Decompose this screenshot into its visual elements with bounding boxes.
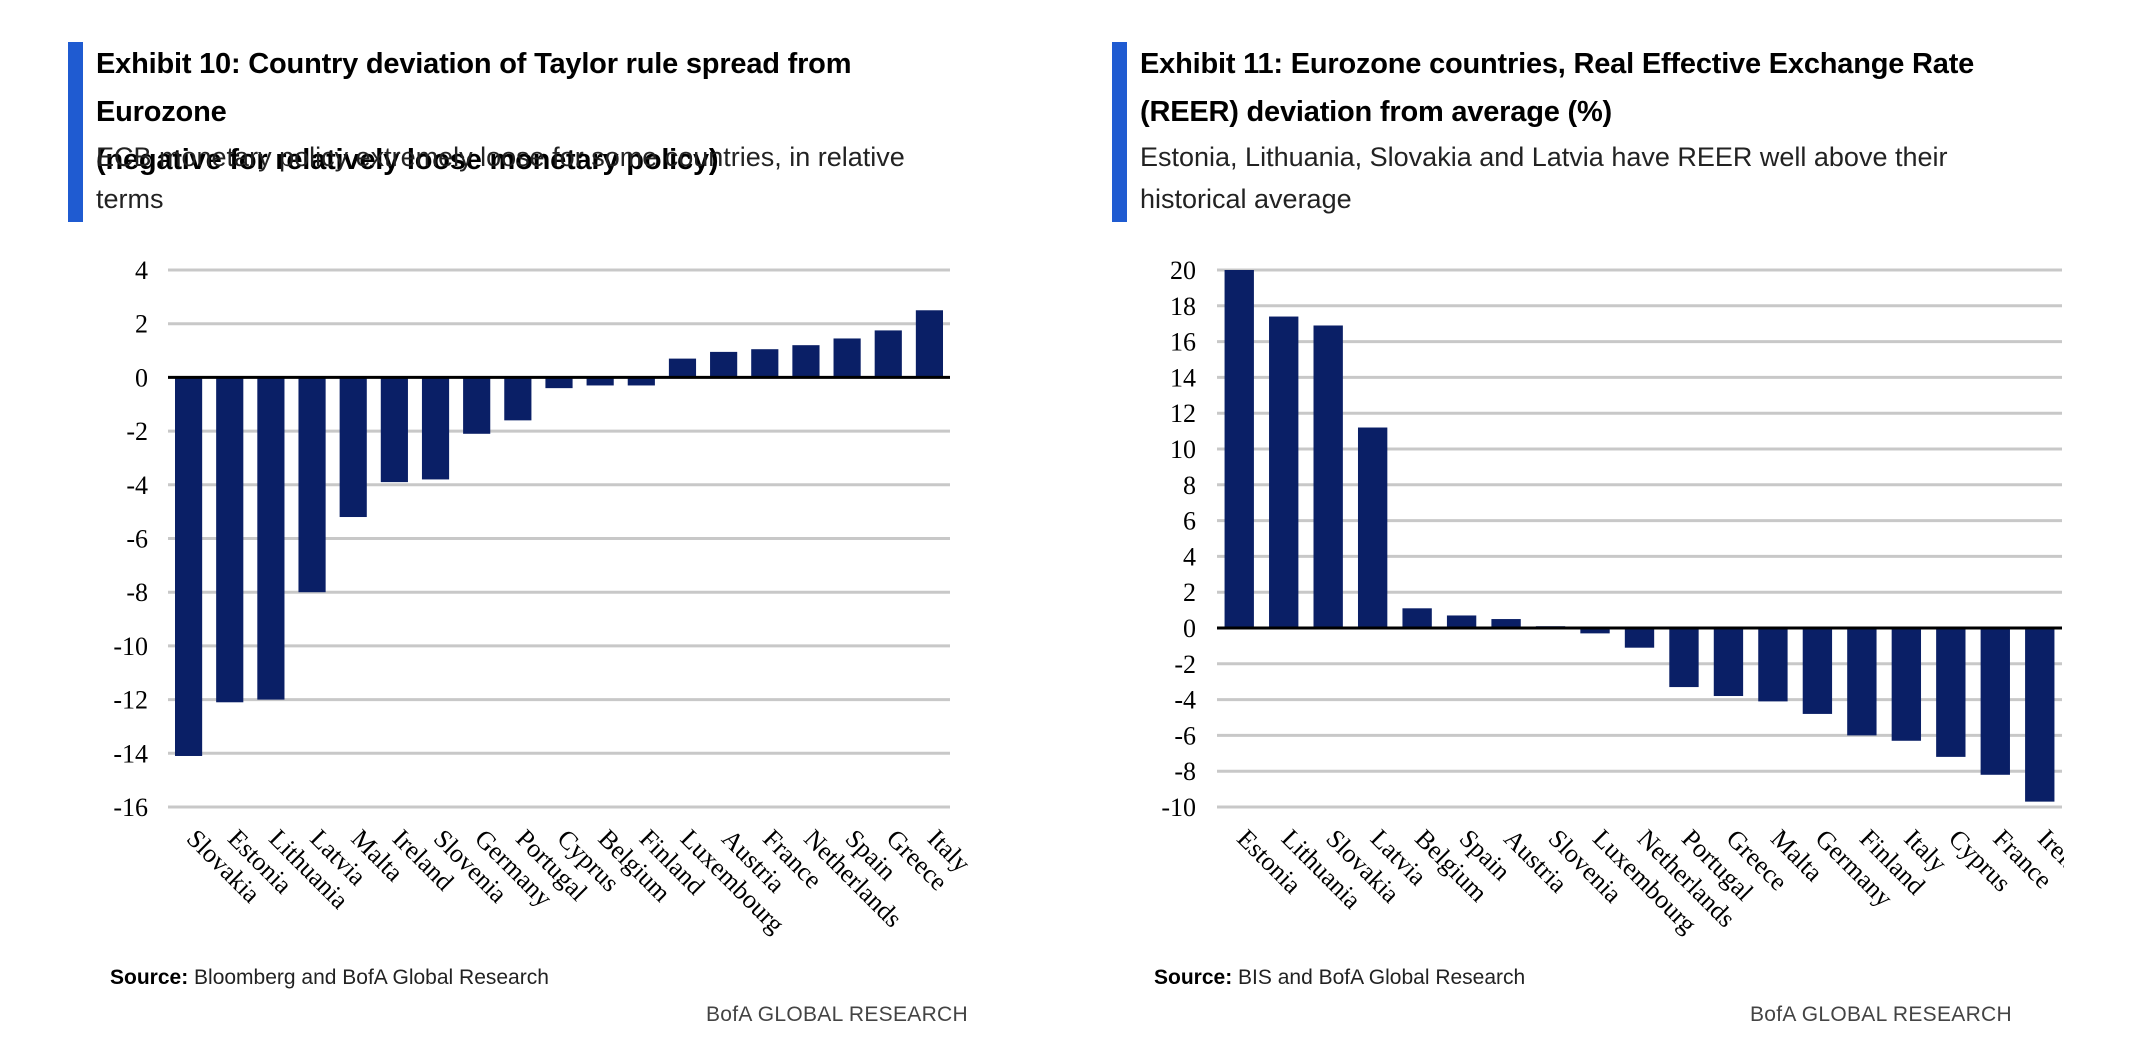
y-tick-label: 14 [1170,363,1196,392]
bar-finland [1847,628,1877,736]
bar-latvia [298,377,326,593]
y-tick-label: 12 [1170,399,1196,428]
bar-austria [1491,619,1521,628]
accent-bar [68,42,83,222]
y-tick-label: -4 [126,471,148,500]
y-tick-label: 0 [135,363,148,392]
bar-malta [1758,628,1788,702]
source-text: Bloomberg and BofA Global Research [188,966,549,989]
subtitle-line: ECB monetary policy extremely loose for … [96,142,905,172]
y-tick-label: -8 [1174,757,1196,786]
title-line: (REER) deviation from average (%) [1140,96,1612,128]
y-tick-label: 6 [1183,507,1196,536]
bar-italy [915,310,944,378]
y-tick-label: 18 [1170,292,1196,321]
bar-italy [1891,628,1922,741]
bar-estonia [1224,270,1254,628]
y-tick-label: -8 [126,578,148,607]
exhibit-subtitle: ECB monetary policy extremely loose for … [96,136,976,220]
bar-estonia [216,377,244,703]
bar-netherlands [792,345,820,378]
source-note: Source: BIS and BofA Global Research [1154,966,1525,990]
exhibit-subtitle: Estonia, Lithuania, Slovakia and Latvia … [1140,136,2020,220]
bar-cyprus [1936,628,1966,757]
source-label: Source: [110,966,189,989]
brand-footer: BofA GLOBAL RESEARCH [706,1003,968,1026]
y-tick-label: 2 [1183,578,1196,607]
y-tick-label: -10 [1161,793,1196,822]
source-note: Source: Bloomberg and BofA Global Resear… [110,966,549,990]
bar-slovakia [1313,325,1343,628]
bar-ireland [380,377,408,483]
bar-belgium [586,377,614,386]
title-line: Exhibit 11: Eurozone countries, Real Eff… [1140,48,1975,80]
y-tick-label: -10 [113,632,148,661]
bar-malta [339,377,367,518]
bar-cyprus [545,377,573,389]
bar-greece [1713,628,1744,697]
y-tick-label: -2 [126,417,148,446]
bar-lithuania [257,377,285,700]
exhibit-11-panel: Exhibit 11: Eurozone countries, Real Eff… [1044,0,2064,1044]
title-line: (negative for relatively loose monetary … [96,144,719,176]
bar-finland [627,377,655,386]
title-line: Exhibit 10: Country deviation of Taylor … [96,48,852,128]
subtitle-line: Estonia, Lithuania, Slovakia and Latvia … [1140,142,1948,172]
y-tick-label: -12 [113,686,148,715]
source-label: Source: [1154,966,1233,989]
y-tick-label: -6 [1174,721,1196,750]
bar-austria [710,351,738,378]
y-tick-label: -14 [113,739,148,768]
subtitle-line: terms [96,184,164,214]
y-tick-label: 0 [1183,614,1196,643]
exhibit-10-panel: Exhibit 10: Country deviation of Taylor … [0,0,1020,1044]
bar-spain [1446,615,1477,628]
y-tick-label: 20 [1170,256,1196,285]
bar-latvia [1357,427,1388,628]
bar-belgium [1402,608,1432,628]
bar-luxembourg [668,358,697,378]
reer-bar-chart: 20181614121086420-2-4-6-8-10EstoniaLithu… [1161,256,2064,939]
bar-portugal [1669,628,1699,688]
y-tick-label: 16 [1170,328,1196,357]
bar-portugal [504,377,532,421]
bar-france [751,349,779,378]
y-tick-label: 10 [1170,435,1196,464]
exhibit-title: Exhibit 11: Eurozone countries, Real Eff… [1140,40,2020,136]
exhibit-title: Exhibit 10: Country deviation of Taylor … [96,40,976,184]
y-tick-label: -16 [113,793,148,822]
bar-lithuania [1269,316,1299,628]
y-tick-label: 2 [135,310,148,339]
accent-bar [1112,42,1127,222]
bar-luxembourg [1580,628,1610,634]
bar-netherlands [1624,628,1655,648]
bar-spain [833,338,861,378]
bar-slovenia [421,377,450,480]
bar-slovakia [174,377,203,756]
y-tick-label: 8 [1183,471,1196,500]
source-text: BIS and BofA Global Research [1232,966,1526,989]
subtitle-line: historical average [1140,184,1352,214]
y-tick-label: -4 [1174,686,1196,715]
brand-footer: BofA GLOBAL RESEARCH [1750,1003,2012,1026]
bar-france [1980,628,2010,775]
bar-ireland [2025,628,2055,802]
y-tick-label: 4 [135,256,148,285]
bar-germany [463,377,491,434]
y-tick-label: 4 [1183,542,1196,571]
taylor-rule-bar-chart: 420-2-4-6-8-10-12-14-16SlovakiaEstoniaLi… [113,256,976,939]
y-tick-label: -2 [1174,650,1196,679]
y-tick-label: -6 [126,525,148,554]
bar-greece [874,330,902,378]
bar-germany [1802,628,1833,714]
